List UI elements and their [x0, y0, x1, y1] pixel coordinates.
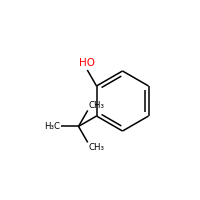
Text: CH₃: CH₃ — [89, 101, 105, 110]
Text: CH₃: CH₃ — [89, 143, 105, 152]
Text: HO: HO — [79, 58, 95, 68]
Text: H₃C: H₃C — [44, 122, 60, 131]
